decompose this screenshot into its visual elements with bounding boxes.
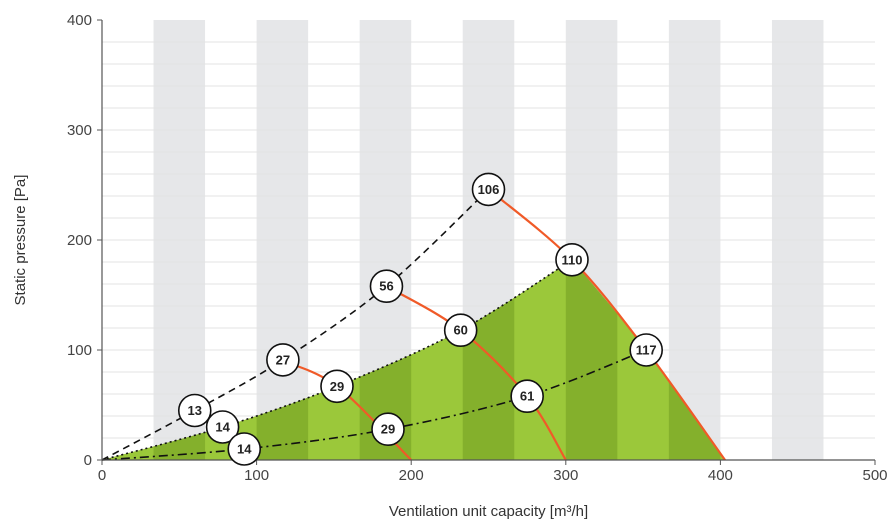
data-marker: 13 bbox=[177, 393, 212, 428]
marker-circle bbox=[443, 313, 478, 348]
marker-circle bbox=[369, 269, 404, 304]
marker-label: 106 bbox=[478, 182, 500, 197]
marker-label: 13 bbox=[188, 403, 202, 418]
x-tick-label: 200 bbox=[399, 467, 424, 484]
marker-label: 29 bbox=[330, 379, 344, 394]
marker-label: 56 bbox=[379, 279, 393, 294]
x-tick-label: 0 bbox=[98, 467, 106, 484]
y-tick-label: 0 bbox=[84, 452, 92, 469]
marker-circle bbox=[266, 343, 300, 377]
y-axis-title: Static pressure [Pa] bbox=[12, 175, 29, 306]
markers: 106 110 56 60 117 27 29 61 13 14 29 14 bbox=[177, 172, 663, 466]
y-tick-label: 200 bbox=[67, 232, 92, 249]
data-marker: 14 bbox=[205, 410, 240, 444]
y-tick-label: 300 bbox=[67, 122, 92, 139]
marker-circle bbox=[471, 172, 506, 207]
marker-circle bbox=[371, 412, 405, 447]
data-marker: 56 bbox=[369, 269, 404, 304]
marker-label: 117 bbox=[636, 343, 657, 358]
marker-circle bbox=[227, 432, 262, 466]
speed-curve-2 bbox=[385, 285, 567, 461]
data-marker: 61 bbox=[510, 379, 544, 414]
marker-circle bbox=[510, 379, 544, 414]
x-tick-label: 100 bbox=[244, 467, 269, 484]
marker-circle bbox=[205, 410, 240, 444]
data-marker: 29 bbox=[320, 369, 354, 404]
marker-circle bbox=[629, 333, 663, 367]
x-axis-title: Ventilation unit capacity [m³/h] bbox=[389, 503, 588, 520]
data-marker: 110 bbox=[555, 242, 589, 277]
data-marker: 117 bbox=[629, 333, 663, 367]
marker-label: 29 bbox=[381, 422, 395, 437]
marker-circle bbox=[177, 393, 212, 428]
data-marker: 27 bbox=[266, 343, 300, 377]
marker-circle bbox=[555, 242, 589, 277]
data-marker: 60 bbox=[443, 313, 478, 348]
marker-label: 110 bbox=[561, 252, 582, 267]
marker-label: 14 bbox=[237, 442, 252, 457]
axes: 0 100 200 300 400 500 0 100 200 300 400 bbox=[67, 12, 888, 484]
data-marker: 14 bbox=[227, 432, 262, 466]
marker-circle bbox=[320, 369, 354, 404]
marker-label: 61 bbox=[520, 389, 534, 404]
data-marker: 106 bbox=[471, 172, 506, 207]
marker-label: 14 bbox=[215, 420, 230, 435]
data-marker: 29 bbox=[371, 412, 405, 447]
speed-curve-3 bbox=[487, 188, 726, 461]
marker-label: 27 bbox=[276, 352, 290, 367]
x-tick-label: 400 bbox=[708, 467, 733, 484]
y-tick-label: 100 bbox=[67, 342, 92, 359]
marker-label: 60 bbox=[453, 323, 467, 338]
x-tick-label: 500 bbox=[862, 467, 887, 484]
x-tick-label: 300 bbox=[553, 467, 578, 484]
y-tick-label: 400 bbox=[67, 12, 92, 29]
